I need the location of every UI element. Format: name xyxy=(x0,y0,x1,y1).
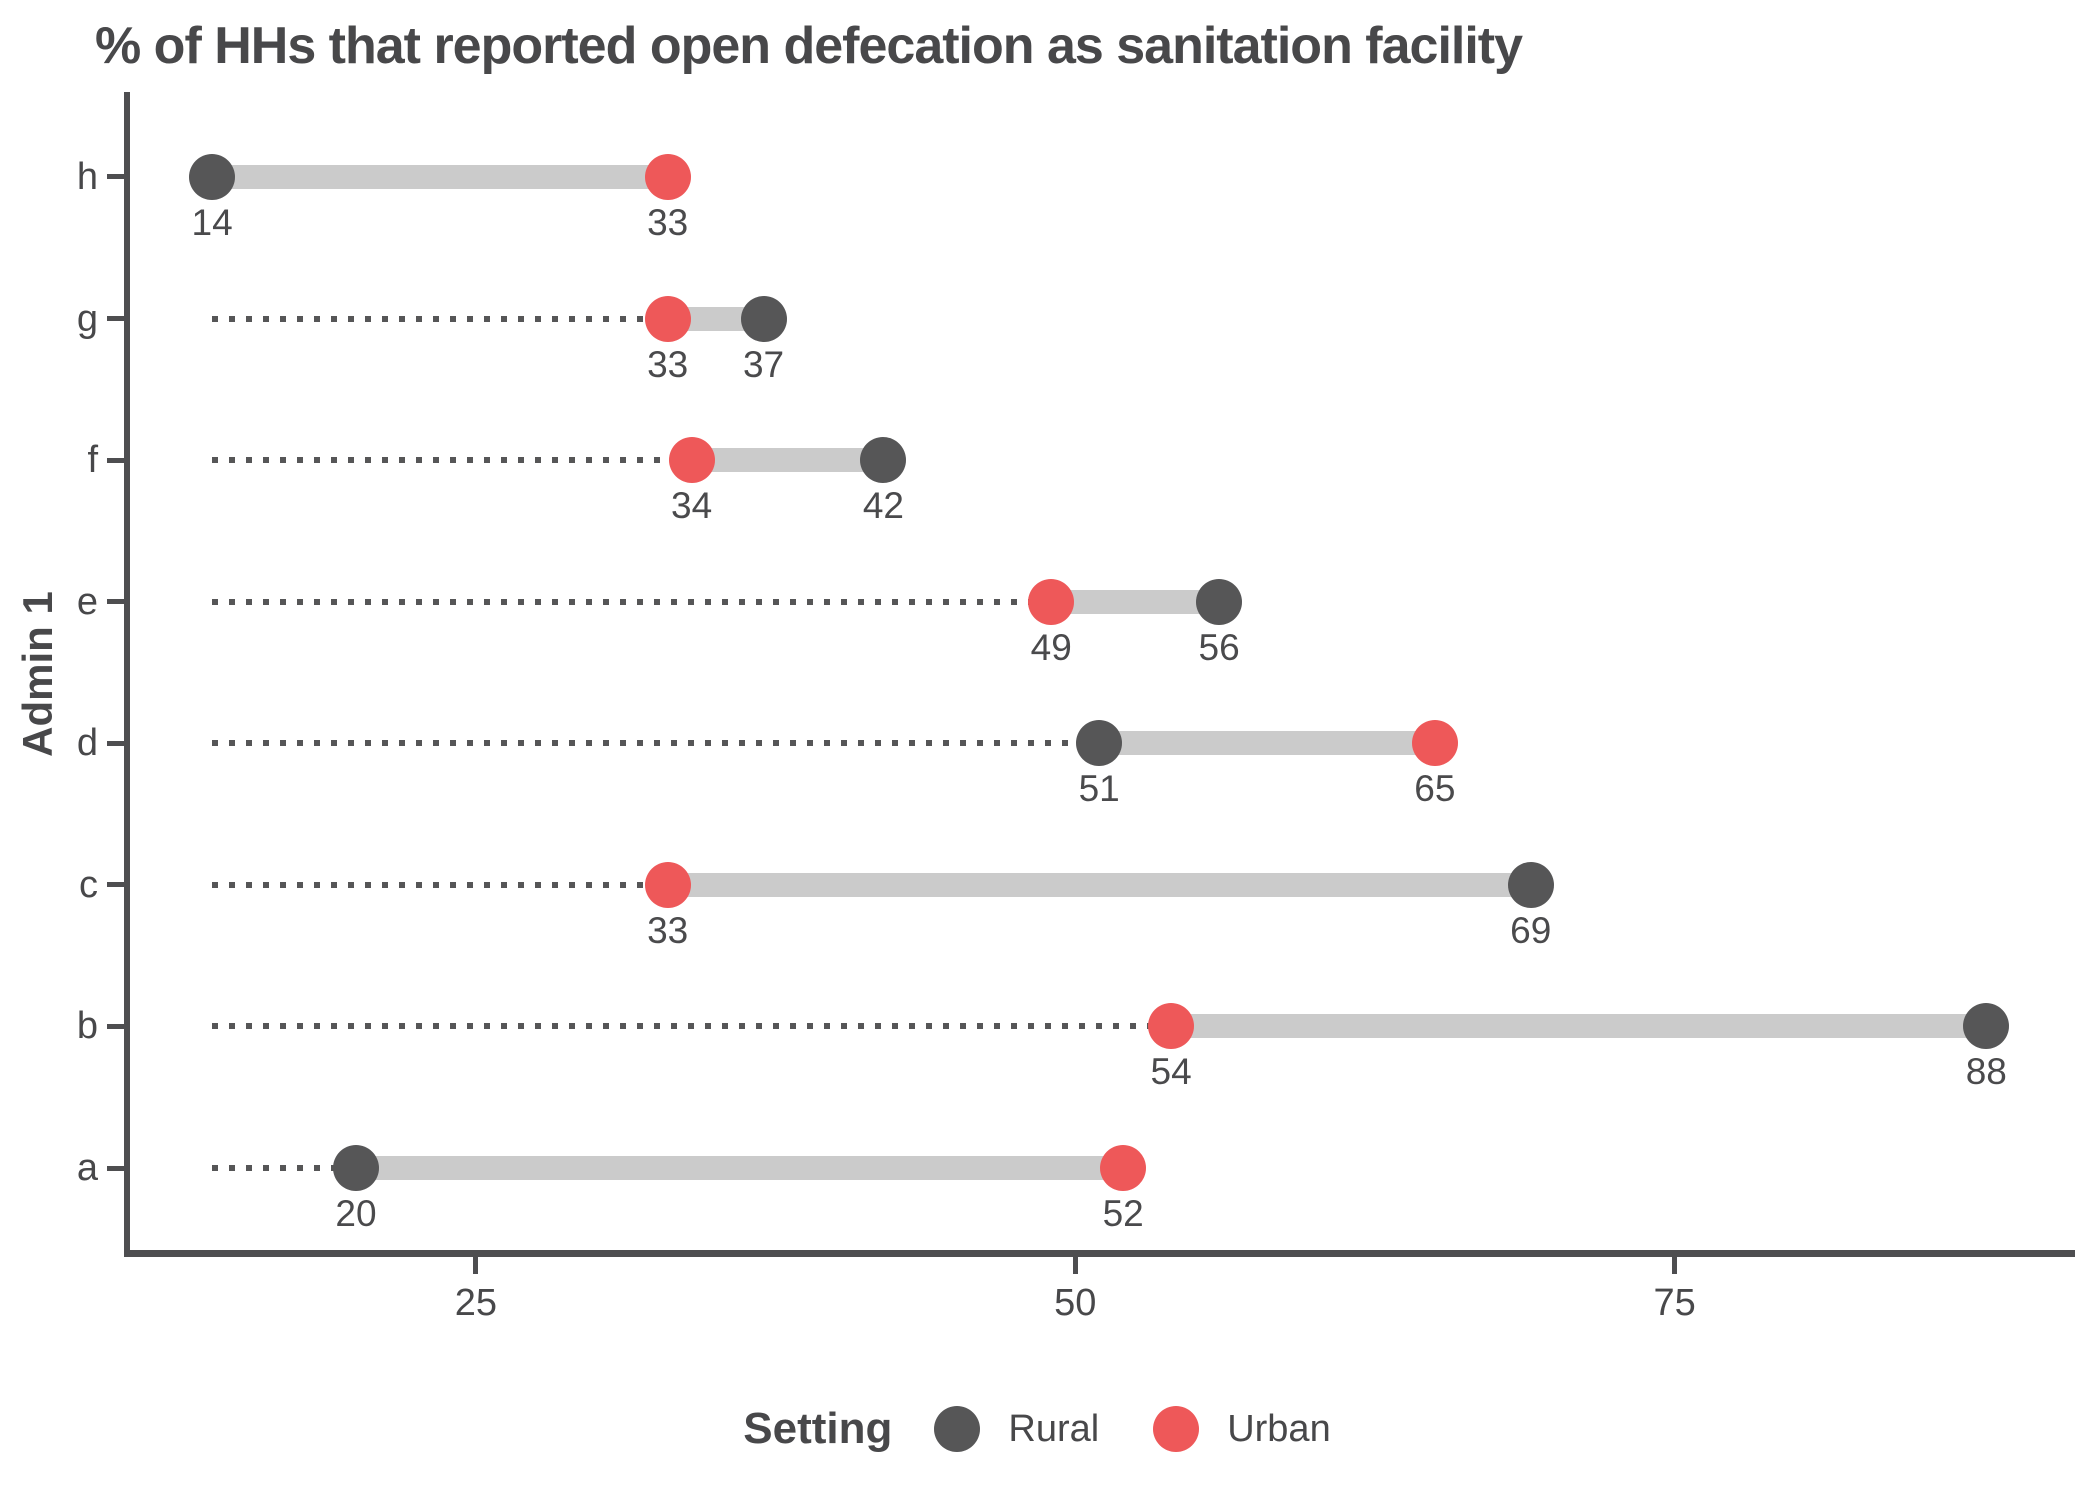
dot-urban-h xyxy=(644,153,691,200)
value-label-urban-h: 33 xyxy=(647,201,689,243)
connector-f xyxy=(691,448,884,473)
leader-line-b xyxy=(212,1023,1172,1030)
dot-rural-e xyxy=(1196,578,1243,625)
value-label-urban-d: 65 xyxy=(1414,768,1456,810)
y-tick-mark xyxy=(107,740,127,746)
y-tick-label-e: e xyxy=(76,580,98,623)
legend: Setting Rural Urban xyxy=(0,1404,2100,1454)
x-tick-label: 50 xyxy=(1054,1282,1097,1324)
leader-line-d xyxy=(212,740,1100,747)
y-tick-label-h: h xyxy=(76,155,98,198)
connector-d xyxy=(1099,731,1435,756)
legend-title: Setting xyxy=(743,1404,893,1453)
dot-rural-f xyxy=(860,437,907,484)
x-tick-label: 75 xyxy=(1653,1282,1696,1324)
legend-label-urban: Urban xyxy=(1227,1407,1331,1450)
leader-line-f xyxy=(212,457,692,464)
value-label-urban-e: 49 xyxy=(1030,626,1072,668)
value-label-urban-g: 33 xyxy=(647,343,689,385)
value-label-urban-a: 52 xyxy=(1102,1193,1144,1235)
value-label-rural-a: 20 xyxy=(335,1193,377,1235)
x-tick-mark xyxy=(1672,1256,1678,1274)
y-tick-mark xyxy=(107,174,127,180)
value-label-rural-g: 37 xyxy=(742,343,785,385)
y-tick-label-f: f xyxy=(87,439,98,482)
dot-rural-c xyxy=(1507,861,1554,908)
value-label-rural-b: 88 xyxy=(1965,1051,2007,1093)
y-tick-mark xyxy=(107,1165,127,1171)
x-tick-label: 25 xyxy=(454,1282,497,1324)
value-label-rural-c: 69 xyxy=(1510,909,1552,951)
dot-rural-g xyxy=(740,295,787,342)
dot-urban-a xyxy=(1100,1145,1147,1192)
y-tick-mark xyxy=(107,457,127,463)
y-tick-label-g: g xyxy=(76,297,98,340)
y-tick-mark xyxy=(107,599,127,605)
y-tick-label-b: b xyxy=(76,1005,98,1048)
value-label-rural-e: 56 xyxy=(1198,626,1240,668)
dot-urban-b xyxy=(1148,1003,1195,1050)
connector-b xyxy=(1171,1014,1987,1039)
y-axis-line xyxy=(124,92,130,1256)
value-label-urban-b: 54 xyxy=(1150,1051,1192,1093)
legend-label-rural: Rural xyxy=(1008,1407,1100,1450)
value-label-rural-d: 51 xyxy=(1078,768,1120,810)
leader-line-c xyxy=(212,881,668,888)
dot-rural-h xyxy=(189,153,236,200)
dot-urban-c xyxy=(644,861,691,908)
dot-urban-f xyxy=(668,437,715,484)
y-tick-label-d: d xyxy=(76,722,98,765)
dot-rural-d xyxy=(1076,720,1123,767)
dot-rural-a xyxy=(332,1145,379,1192)
dot-urban-g xyxy=(644,295,691,342)
legend-dot-rural xyxy=(934,1406,981,1452)
legend-dot-urban xyxy=(1153,1406,1200,1452)
leader-line-e xyxy=(212,598,1052,605)
chart-title: % of HHs that reported open defecation a… xyxy=(95,17,1523,75)
connector-h xyxy=(212,164,668,189)
leader-line-g xyxy=(212,315,668,322)
dot-urban-e xyxy=(1028,578,1075,625)
connector-e xyxy=(1051,589,1220,614)
x-tick-mark xyxy=(473,1256,479,1274)
x-axis-line xyxy=(124,1250,2075,1257)
connector-c xyxy=(667,872,1531,897)
connector-a xyxy=(355,1156,1124,1181)
y-tick-mark xyxy=(107,316,127,322)
y-tick-label-a: a xyxy=(76,1147,98,1190)
x-tick-mark xyxy=(1072,1256,1078,1274)
y-tick-label-c: c xyxy=(79,863,98,906)
dot-urban-d xyxy=(1411,720,1458,767)
y-tick-mark xyxy=(107,1023,127,1029)
y-tick-mark xyxy=(107,882,127,888)
dot-rural-b xyxy=(1963,1003,2010,1050)
value-label-urban-f: 34 xyxy=(671,485,713,527)
value-label-rural-h: 14 xyxy=(191,201,233,243)
leader-line-a xyxy=(212,1165,356,1172)
value-label-urban-c: 33 xyxy=(647,909,689,951)
value-label-rural-f: 42 xyxy=(862,485,904,527)
